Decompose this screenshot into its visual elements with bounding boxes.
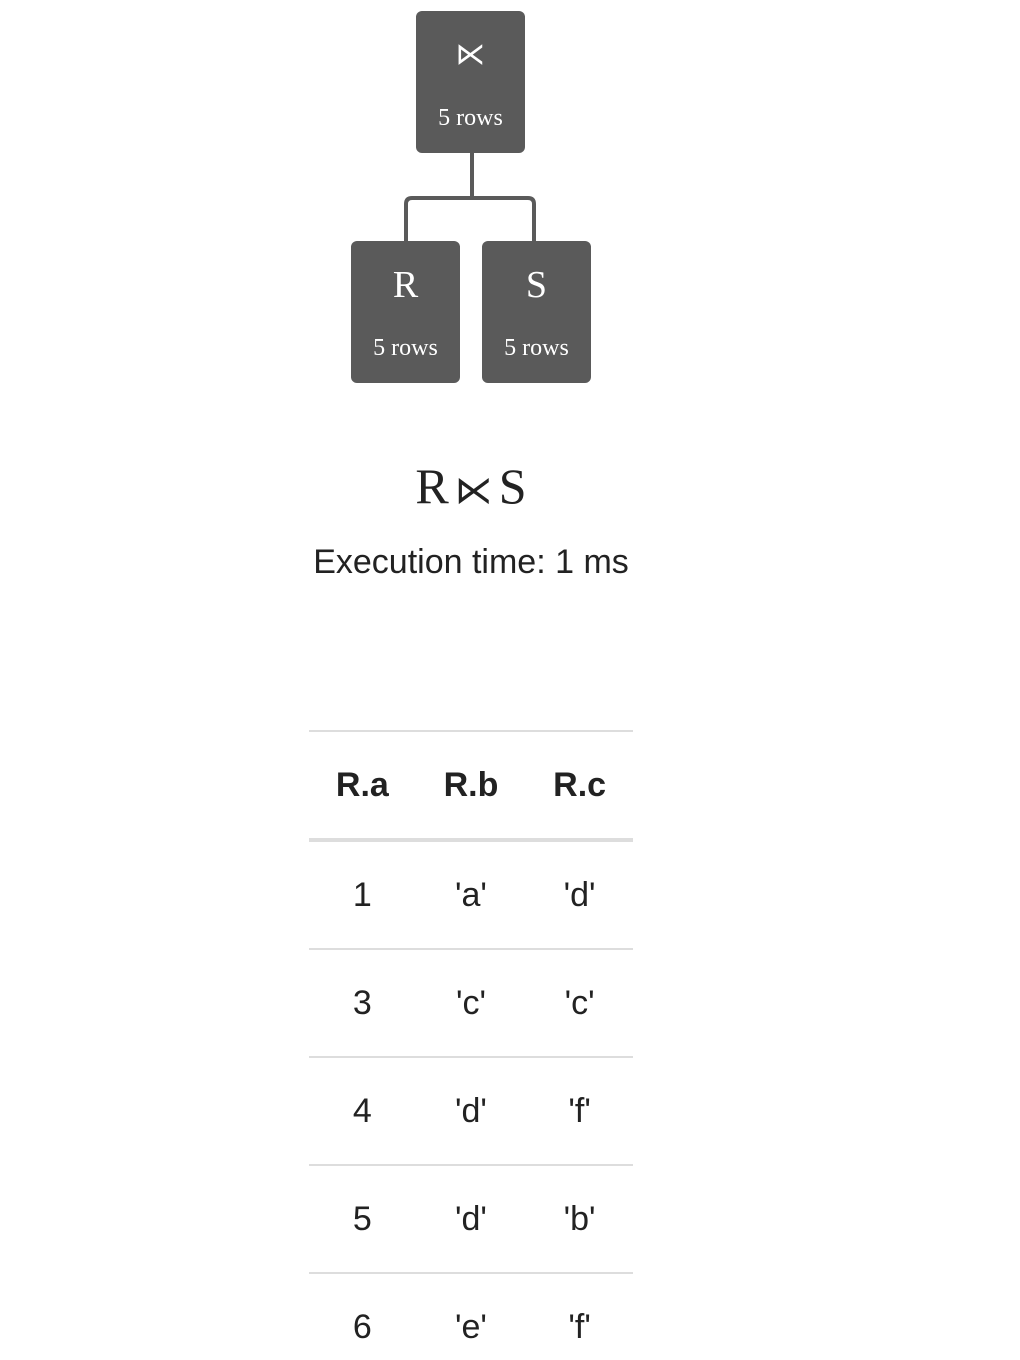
semijoin-icon: ⋉	[455, 37, 486, 72]
table-cell: 3	[309, 949, 416, 1058]
table-cell: 'd'	[415, 1057, 527, 1166]
column-header-r-c[interactable]: R.c	[526, 730, 633, 842]
execution-time-value: 1 ms	[555, 543, 629, 581]
table-row: 1 'a' 'd'	[309, 840, 633, 950]
table-cell: 4	[309, 1057, 416, 1166]
table-row: 5 'd' 'b'	[309, 1165, 633, 1274]
table-cell: 'b'	[526, 1165, 633, 1274]
table-cell: 6	[352, 1307, 372, 1346]
expression-right: S	[498, 458, 527, 514]
table-row: 4 'd' 'f'	[309, 1057, 633, 1166]
connector-root-to-s	[472, 196, 536, 241]
row-count: 5 rows	[504, 335, 569, 361]
table-cell: 1	[309, 840, 416, 950]
table-cell: 'a'	[415, 840, 527, 950]
table-cell: 'c'	[526, 949, 633, 1058]
row-count: 5 rows	[438, 105, 503, 131]
expression-left: R	[415, 458, 449, 514]
table-cell: 'f'	[568, 1307, 591, 1346]
table-cell: 'e'	[455, 1307, 487, 1346]
table-row: 6 'e' 'f'	[309, 1273, 633, 1360]
execution-time: Execution time: 1 ms	[300, 541, 642, 583]
connector-root-to-r	[404, 152, 474, 241]
table-cell: 'c'	[415, 949, 527, 1058]
plan-node-s[interactable]: S 5 rows	[482, 241, 591, 383]
execution-time-label: Execution time:	[313, 543, 546, 581]
result-table: R.a R.b R.c 1 'a' 'd' 3 'c' 'c' 4 'd' 'f…	[309, 730, 633, 1360]
column-header-r-a[interactable]: R.a	[309, 730, 416, 842]
table-cell: 5	[309, 1165, 416, 1274]
relation-name: R	[392, 264, 419, 306]
semijoin-operator-icon: ⋉	[454, 468, 493, 512]
relation-name: S	[525, 264, 548, 306]
row-count: 5 rows	[373, 335, 438, 361]
plan-node-semijoin[interactable]: ⋉ 5 rows	[416, 11, 525, 153]
table-cell: 'd'	[415, 1165, 527, 1274]
table-row: 3 'c' 'c'	[309, 949, 633, 1058]
table-cell: 'd'	[526, 840, 633, 950]
table-cell: 'f'	[526, 1057, 633, 1166]
table-header-row: R.a R.b R.c	[309, 730, 633, 842]
plan-node-r[interactable]: R 5 rows	[351, 241, 460, 383]
column-header-r-b[interactable]: R.b	[415, 730, 527, 842]
tree-connectors	[404, 152, 536, 241]
query-expression: R ⋉ S	[309, 456, 633, 520]
